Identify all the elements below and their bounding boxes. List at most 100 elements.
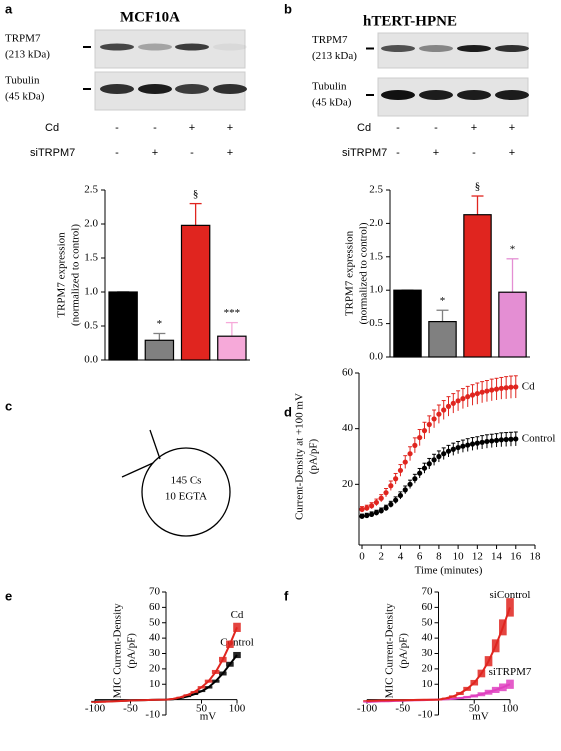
x-tick-label: -100 <box>85 703 106 715</box>
y-tick-label: 20 <box>149 662 161 674</box>
y-tick-label: 0.0 <box>84 354 98 366</box>
blot-band <box>138 84 172 94</box>
condition-name: Cd <box>357 122 371 134</box>
data-point <box>489 438 495 444</box>
blot-band <box>457 45 491 52</box>
y-tick-label: 40 <box>149 632 161 644</box>
solution-text: 145 Cs <box>171 475 202 487</box>
data-point <box>479 389 485 395</box>
significance-mark: * <box>440 295 446 307</box>
condition-mark: - <box>396 122 400 134</box>
y-tick-label: 1.5 <box>369 250 383 262</box>
data-point <box>493 386 500 392</box>
bar <box>108 291 138 361</box>
x-tick-label: 50 <box>196 703 208 715</box>
condition-mark: - <box>115 147 119 159</box>
data-point <box>407 451 413 457</box>
band-name: TRPM7 <box>5 33 41 45</box>
data-point <box>498 437 504 443</box>
bar <box>428 320 457 358</box>
condition-name: siTRPM7 <box>30 147 75 159</box>
data-point <box>388 501 394 507</box>
data-point <box>484 388 490 394</box>
y-axis-label: (normalized to control) <box>70 224 82 326</box>
x-tick-label: 0 <box>359 551 365 563</box>
x-tick-label: 4 <box>398 551 404 563</box>
series-label: Cd <box>231 609 244 621</box>
data-point <box>498 385 504 391</box>
panel-label: e <box>5 588 12 603</box>
x-axis-label: mV <box>472 711 489 723</box>
data-point <box>393 476 399 482</box>
data-point <box>402 459 408 465</box>
blot-band <box>419 45 453 52</box>
data-point <box>455 398 461 404</box>
x-tick-label: 12 <box>472 551 483 563</box>
y-tick-label: 40 <box>422 632 434 644</box>
y-tick-label: 2.5 <box>84 184 98 196</box>
y-tick-label: 60 <box>422 601 434 613</box>
bar <box>498 291 527 358</box>
cell <box>141 447 231 537</box>
data-point <box>369 511 375 517</box>
data-point <box>503 385 509 391</box>
x-tick-label: 8 <box>436 551 442 563</box>
y-tick-label: 30 <box>422 647 434 659</box>
x-tick-label: -50 <box>123 703 138 715</box>
data-point <box>436 453 442 460</box>
data-point <box>513 436 519 442</box>
condition-mark: + <box>227 147 233 159</box>
data-point <box>455 444 461 451</box>
condition-mark: - <box>396 147 400 159</box>
bar <box>463 214 492 358</box>
data-point <box>397 467 404 474</box>
y-axis-label: TRPM7 expression <box>344 230 356 316</box>
y-tick-label: 10 <box>149 678 161 690</box>
x-tick-label: 2 <box>378 551 384 563</box>
x-tick-label: 16 <box>510 551 522 563</box>
data-point <box>417 470 423 476</box>
pipette <box>121 462 154 478</box>
data-point <box>373 499 380 506</box>
significance-mark: § <box>475 181 481 193</box>
data-point <box>474 390 480 397</box>
data-point <box>359 506 365 512</box>
x-axis-label: mV <box>200 711 217 723</box>
y-tick-label: 50 <box>149 616 161 628</box>
x-tick-label: 100 <box>502 703 519 715</box>
blot-band <box>381 45 415 52</box>
data-point <box>364 512 370 519</box>
series-label: siControl <box>490 589 531 601</box>
condition-mark: - <box>115 122 119 134</box>
band-size: (45 kDa) <box>312 97 352 109</box>
significance-mark: * <box>157 318 163 330</box>
data-point <box>369 503 375 509</box>
data-point <box>465 394 471 400</box>
band-name: Tubulin <box>312 81 347 93</box>
panel-label: c <box>5 398 12 413</box>
significance-mark: § <box>193 188 199 200</box>
y-axis-label: MIC Current-Density <box>384 603 396 699</box>
bar <box>393 289 422 358</box>
blot-band <box>495 45 529 52</box>
data-point <box>479 439 485 445</box>
blot-band <box>138 43 172 51</box>
panel-label: d <box>284 404 292 419</box>
x-axis-label: Time (minutes) <box>415 565 483 577</box>
band-size: (45 kDa) <box>5 91 45 103</box>
blot-band <box>100 43 134 51</box>
y-tick-label: 1.5 <box>84 252 98 264</box>
data-point <box>469 441 476 447</box>
condition-mark: + <box>471 122 477 134</box>
cell-diagram: 145 Cs 10 EGTA <box>121 429 231 537</box>
data-point <box>513 384 519 390</box>
solution-text: 10 EGTA <box>165 491 207 503</box>
blot-title: hTERT-HPNE <box>363 13 457 29</box>
y-tick-label: -10 <box>418 709 433 721</box>
data-point <box>426 461 432 467</box>
bar <box>144 339 175 361</box>
series-label: siTRPM7 <box>489 666 532 678</box>
bar <box>180 224 211 361</box>
y-axis-label: MIC Current-Density <box>112 603 124 699</box>
